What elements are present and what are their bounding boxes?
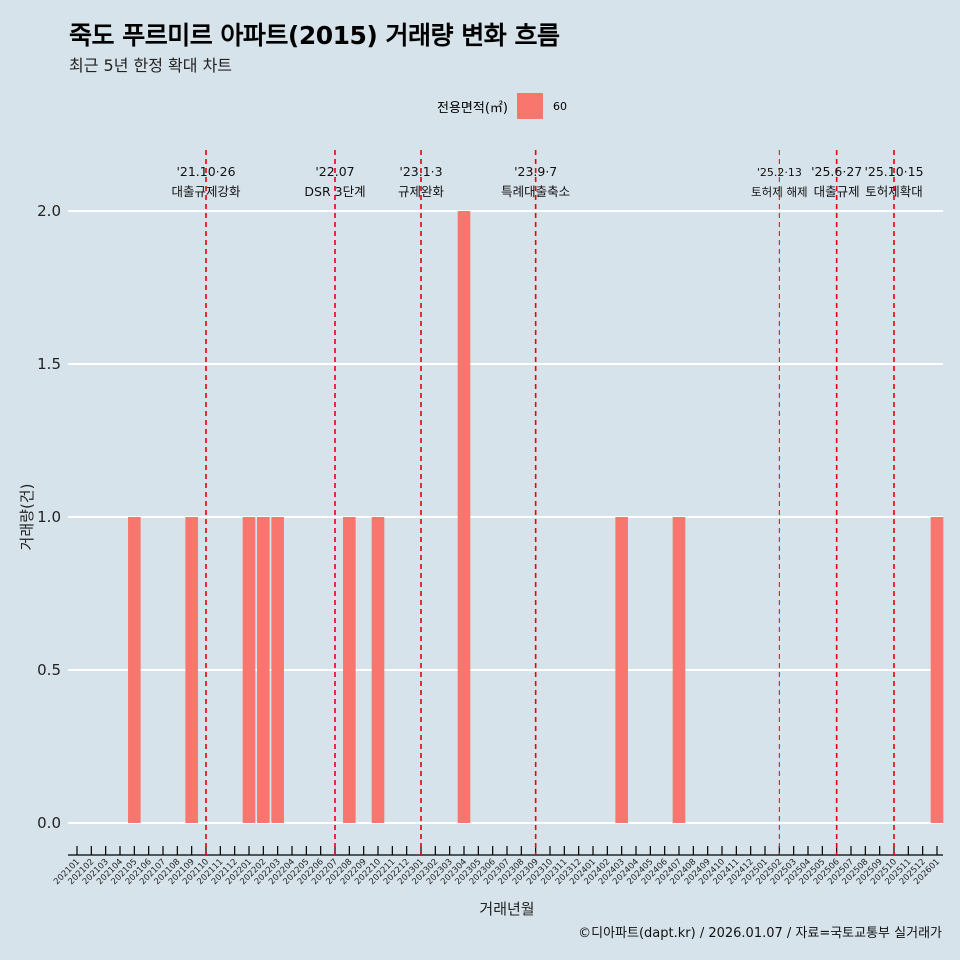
event-date: '25.10·15 [864,164,923,179]
legend: 전용면적(㎡) 60 [437,93,567,119]
bar-202304 [457,211,471,823]
bar-202407 [672,517,686,823]
bar-202202 [257,517,270,823]
event-date: '22.07 [315,164,354,179]
bar-202203 [271,517,284,823]
caption: ©디아파트(dapt.kr) / 2026.01.07 / 자료=국토교통부 실… [578,926,942,941]
bar-202109 [185,517,198,823]
legend-swatch [516,93,543,119]
event-date: '25.6·27 [811,164,862,179]
event-label: 규제완화 [398,184,445,199]
legend-label: 60 [552,99,567,113]
x-axis-title: 거래년월 [479,900,534,918]
y-tick-label: 2.0 [37,202,61,220]
chart-subtitle: 최근 5년 한정 확대 차트 [69,56,233,75]
event-date: '23.1·3 [399,164,442,179]
y-axis-title: 거래량(건) [18,484,36,551]
bar-202105 [128,517,141,823]
event-date: '23.9·7 [514,164,557,179]
event-label: 토허제확대 [865,184,923,199]
y-tick-label: 1.5 [37,355,61,373]
event-label: 대출규제 [814,184,860,199]
event-label: 토허제 해제 [751,185,808,199]
event-label: DSR 3단계 [304,184,365,199]
y-tick-label: 1.0 [37,508,61,526]
bar-202601 [930,517,944,823]
bar-202403 [615,517,628,823]
legend-title: 전용면적(㎡) [437,100,508,116]
y-tick-label: 0.0 [37,814,61,832]
y-tick-label: 0.5 [37,661,61,679]
bar-202210 [371,517,385,823]
event-label: 특례대출축소 [501,184,570,199]
bar-202201 [242,517,256,823]
bar-202208 [343,517,356,823]
event-date: '25.2·13 [757,166,802,179]
event-date: '21.10·26 [176,164,235,179]
event-label: 대출규제강화 [171,184,241,199]
chart-title: 죽도 푸르미르 아파트(2015) 거래량 변화 흐름 [69,21,560,50]
